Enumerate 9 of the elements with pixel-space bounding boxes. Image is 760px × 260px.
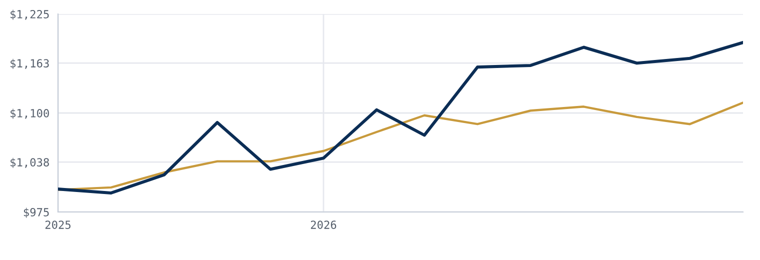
y-tick-label: $975 — [24, 208, 49, 218]
y-tick-label: $1,225 — [10, 10, 49, 20]
x-tick-label: 2025 — [45, 220, 70, 229]
y-tick-label: $1,163 — [10, 58, 49, 69]
y-tick-label: $1,038 — [10, 158, 49, 168]
line-series — [58, 102, 743, 191]
x-tick-label: 2026 — [310, 220, 336, 229]
y-tick-label: $1,100 — [10, 108, 49, 119]
line-series — [58, 40, 743, 195]
